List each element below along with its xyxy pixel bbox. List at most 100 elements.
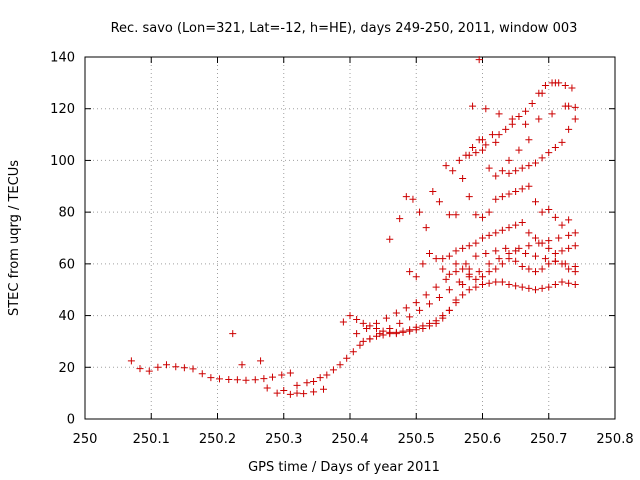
data-point xyxy=(518,164,526,172)
data-point xyxy=(242,376,250,384)
data-point xyxy=(502,125,510,133)
data-point xyxy=(545,237,553,245)
data-point xyxy=(416,208,424,216)
data-point xyxy=(452,299,460,307)
data-point xyxy=(525,136,533,144)
data-point xyxy=(498,226,506,234)
data-point xyxy=(551,250,559,258)
data-point xyxy=(551,144,559,151)
data-point xyxy=(280,387,288,395)
data-point xyxy=(445,286,453,294)
data-point xyxy=(154,363,162,371)
data-point xyxy=(565,125,573,133)
data-point xyxy=(512,221,520,229)
data-point xyxy=(522,120,530,128)
x-axis-label: GPS time / Days of year 2011 xyxy=(248,460,440,475)
x-tick-label: 250.8 xyxy=(596,432,633,447)
data-point xyxy=(565,265,573,273)
data-point xyxy=(502,244,510,252)
data-point xyxy=(565,244,573,252)
y-tick-label: 120 xyxy=(50,102,75,117)
data-point xyxy=(435,293,443,301)
data-point xyxy=(432,255,440,263)
data-point xyxy=(551,281,559,289)
data-point xyxy=(571,115,579,123)
data-point xyxy=(505,190,513,198)
data-point xyxy=(538,284,546,292)
data-point xyxy=(422,224,430,232)
y-tick-label: 80 xyxy=(58,206,75,221)
data-point xyxy=(505,169,513,177)
data-point xyxy=(459,291,467,299)
data-point xyxy=(286,390,294,398)
data-point xyxy=(571,103,579,111)
data-point xyxy=(558,260,566,268)
data-point xyxy=(545,206,553,214)
y-axis-ticks: 0 20 40 60 80 100 120 140 xyxy=(50,51,615,428)
data-point xyxy=(343,354,351,362)
data-point xyxy=(359,337,367,345)
data-point xyxy=(558,138,566,146)
data-point xyxy=(260,375,268,383)
data-point xyxy=(492,172,500,180)
data-point xyxy=(363,325,371,332)
data-point xyxy=(465,242,473,250)
data-point xyxy=(399,327,407,335)
data-point xyxy=(469,144,477,151)
data-point xyxy=(492,229,500,237)
data-point xyxy=(525,182,533,190)
data-point xyxy=(518,185,526,193)
data-point xyxy=(522,250,530,258)
data-point xyxy=(525,229,533,237)
data-point xyxy=(538,89,546,97)
data-point xyxy=(263,384,271,392)
data-point xyxy=(293,381,301,389)
data-point xyxy=(406,313,414,321)
data-point xyxy=(518,218,526,226)
data-point xyxy=(136,365,144,373)
data-point xyxy=(452,268,460,276)
y-tick-label: 100 xyxy=(50,154,75,169)
data-point xyxy=(198,370,206,378)
data-point xyxy=(485,164,493,172)
data-point xyxy=(452,247,460,255)
data-point xyxy=(551,257,559,265)
data-point xyxy=(225,375,233,383)
data-point xyxy=(310,378,318,386)
data-point xyxy=(498,278,506,286)
data-point xyxy=(485,268,493,276)
data-point xyxy=(465,286,473,294)
data-point xyxy=(505,156,513,164)
data-point xyxy=(545,283,553,291)
data-point xyxy=(310,388,318,396)
data-point xyxy=(469,102,477,110)
data-point xyxy=(482,141,490,149)
data-point xyxy=(412,323,420,331)
data-point xyxy=(432,283,440,291)
data-point xyxy=(518,283,526,291)
data-point xyxy=(472,239,480,247)
data-point xyxy=(445,306,453,314)
data-point xyxy=(512,187,520,195)
data-point xyxy=(320,385,327,393)
data-point xyxy=(571,229,579,237)
data-point xyxy=(518,262,526,270)
data-point xyxy=(532,286,539,294)
data-point xyxy=(472,211,480,219)
data-point xyxy=(445,211,453,219)
data-point xyxy=(172,363,180,371)
chart-title: Rec. savo (Lon=321, Lat=-12, h=HE), days… xyxy=(111,21,578,36)
data-point xyxy=(386,330,394,338)
data-point xyxy=(571,268,579,276)
data-point xyxy=(479,136,486,144)
data-point xyxy=(528,100,536,108)
data-point xyxy=(359,319,367,327)
data-point xyxy=(558,278,566,286)
data-point xyxy=(492,247,500,255)
data-point xyxy=(426,250,433,258)
data-point xyxy=(495,255,503,263)
data-point xyxy=(349,348,357,356)
data-point xyxy=(445,252,453,260)
data-point xyxy=(505,255,513,263)
